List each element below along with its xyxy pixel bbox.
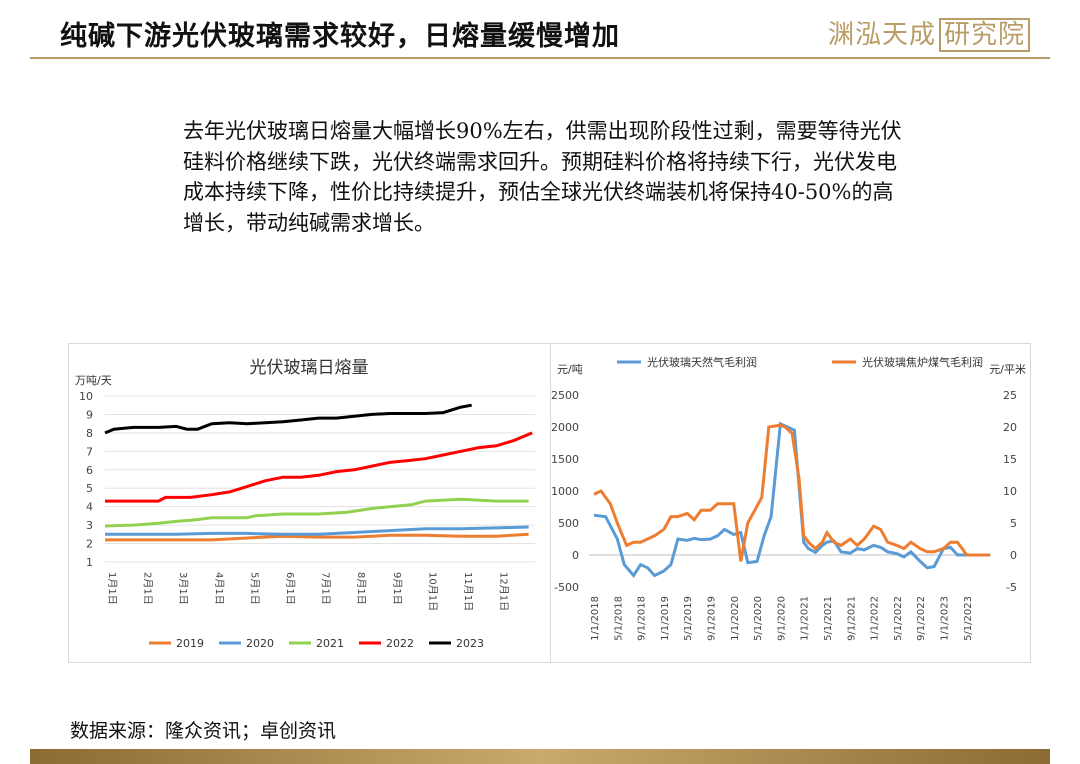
legend-label-2021: 2021 [316, 637, 344, 650]
y-tick-label: 8 [86, 427, 93, 440]
x-tick-label: 1/1/2018 [590, 596, 601, 641]
x-tick-label: 5/1/2019 [683, 596, 694, 641]
x-tick-label: 1/1/2022 [870, 596, 881, 641]
legend-label-2022: 2022 [386, 637, 414, 650]
x-tick-label: 7月1日 [320, 572, 332, 605]
x-tick-label: 11月1日 [462, 572, 474, 611]
x-tick-label: 9/1/2022 [916, 596, 927, 641]
gross-profit-chart-panel: 元/吨 元/平米 光伏玻璃天然气毛利润 光伏玻璃焦炉煤气毛利润 -500 0 500 1000… [550, 343, 1031, 663]
y-tick-label: 9 [86, 408, 93, 421]
melt-volume-chart-panel: 光伏玻璃日熔量万吨/天 1 2 3 4 5 6 7 8 9 10 1月1日 2月1日 3月1日 4月1日 5月… [68, 343, 551, 663]
x-tick-label: 5/1/2021 [823, 596, 834, 641]
y-tick-label-right: 20 [1003, 421, 1017, 434]
series-line-2019 [105, 532, 529, 542]
x-tick-label: 10月1日 [426, 572, 438, 611]
chart-title: 光伏玻璃日熔量 [250, 358, 369, 378]
x-tick-label: 9/1/2021 [846, 596, 857, 641]
y-tick-label: 3 [86, 519, 93, 532]
legend-label-2020: 2020 [246, 637, 274, 650]
x-tick-label: 9月1日 [391, 572, 403, 605]
x-tick-label: 9/1/2019 [707, 596, 718, 641]
y-tick-label-left: 500 [558, 517, 579, 530]
y-tick-label-left: 1500 [551, 453, 579, 466]
y-axis-label-right: 元/平米 [989, 363, 1026, 376]
y-tick-label: 5 [86, 482, 93, 495]
brand-name: 渊泓天成 [828, 20, 937, 50]
page-title: 纯碱下游光伏玻璃需求较好，日熔量缓慢增加 [60, 21, 620, 52]
y-tick-label-right: 15 [1003, 453, 1017, 466]
x-tick-label: 1/1/2023 [940, 596, 951, 641]
y-tick-label-right: 10 [1003, 485, 1017, 498]
y-axis-label-left: 元/吨 [557, 363, 583, 376]
y-tick-label-right: 25 [1003, 389, 1017, 402]
summary-text: 去年光伏玻璃日熔量大幅增长90%左右，供需出现阶段性过剩，需要等待光伏硅料价格继… [183, 119, 902, 235]
series-line-1 [593, 423, 991, 562]
y-tick-label-left: 1000 [551, 485, 579, 498]
x-tick-label: 5月1日 [248, 572, 260, 605]
y-tick-label: 2 [86, 538, 93, 551]
x-tick-label: 1/1/2020 [730, 596, 741, 641]
y-tick-label: 7 [86, 445, 93, 458]
footer-bar [30, 749, 1050, 764]
x-tick-label: 1/1/2021 [800, 596, 811, 641]
series-line-2023 [104, 403, 472, 435]
y-tick-label-right: 5 [1010, 517, 1017, 530]
x-tick-label: 5/1/2020 [753, 596, 764, 641]
y-tick-label: 10 [79, 390, 93, 403]
gross-profit-chart: 元/吨 元/平米 光伏玻璃天然气毛利润 光伏玻璃焦炉煤气毛利润 -500 0 500 1000… [551, 355, 1026, 641]
brand-suffix: 研究院 [939, 18, 1031, 52]
x-tick-label: 6月1日 [284, 572, 296, 605]
x-tick-label: 4月1日 [213, 572, 225, 605]
y-tick-label: 4 [86, 501, 93, 514]
x-tick-label: 9/1/2018 [637, 596, 648, 641]
x-tick-label: 1/1/2019 [660, 596, 671, 641]
data-source-note: 数据来源：隆众资讯；卓创资讯 [70, 720, 337, 742]
y-tick-label-left: 0 [572, 549, 579, 562]
x-tick-label: 5/1/2023 [963, 596, 974, 641]
x-tick-label: 5/1/2022 [893, 596, 904, 641]
x-tick-label: 1月1日 [106, 572, 118, 605]
x-tick-label: 2月1日 [142, 572, 154, 605]
x-tick-label: 12月1日 [498, 572, 510, 611]
legend-label-2019: 2019 [176, 637, 204, 650]
legend-label-1: 光伏玻璃焦炉煤气毛利润 [862, 355, 983, 369]
brand-logo: 渊泓天成 研究院 [828, 14, 1031, 52]
y-tick-label: 6 [86, 464, 93, 477]
x-tick-label: 8月1日 [355, 572, 367, 605]
x-tick-label: 3月1日 [177, 572, 189, 605]
y-tick-label-left: 2000 [551, 421, 579, 434]
x-tick-label: 9/1/2020 [776, 596, 787, 641]
y-tick-label-left: -500 [554, 581, 579, 594]
y-axis-label: 万吨/天 [75, 374, 112, 387]
series-line-2021 [104, 497, 529, 528]
y-tick-label-left: 2500 [551, 389, 579, 402]
header-divider [30, 57, 1050, 59]
legend-label-2023: 2023 [456, 637, 484, 650]
x-tick-label: 5/1/2018 [613, 596, 624, 641]
y-tick-label-right: -5 [1006, 581, 1017, 594]
legend-label-0: 光伏玻璃天然气毛利润 [647, 355, 757, 369]
series-line-2022 [105, 431, 533, 503]
y-tick-label-right: 0 [1010, 549, 1017, 562]
series-line-2020 [105, 525, 529, 536]
y-tick-label: 1 [86, 556, 93, 569]
